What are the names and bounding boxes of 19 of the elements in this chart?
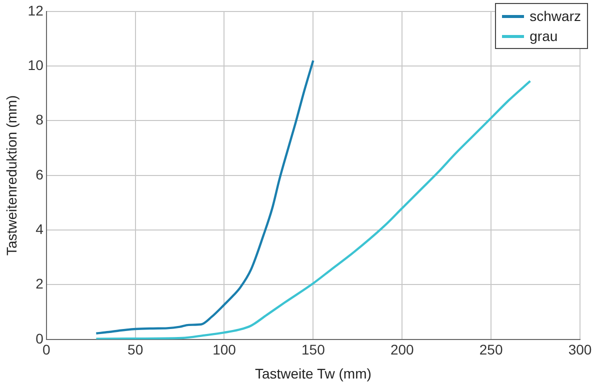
y-tick-label: 8	[36, 112, 44, 128]
y-tick-label: 4	[36, 220, 44, 237]
y-tick-label: 6	[36, 166, 44, 182]
x-tick-label: 200	[390, 342, 414, 358]
legend-label: grau	[530, 27, 558, 46]
legend-label: schwarz	[530, 7, 581, 26]
y-tick-label: 10	[28, 56, 44, 73]
y-tick-label: 2	[36, 276, 44, 292]
x-tick-label: 100	[212, 342, 236, 358]
x-tick-label: 300	[568, 342, 592, 358]
x-tick-label: 250	[479, 342, 503, 358]
x-tick-label: 150	[302, 342, 326, 358]
x-tick-label: 50	[128, 342, 144, 358]
y-tick-label: 0	[36, 330, 44, 346]
y-axis-title: Tastweitenreduktion (mm)	[3, 95, 20, 256]
y-tick-label: 12	[28, 2, 44, 18]
line-series	[95, 80, 532, 340]
x-axis-title: Tastweite Tw (mm)	[254, 365, 372, 382]
line-series	[95, 60, 314, 334]
